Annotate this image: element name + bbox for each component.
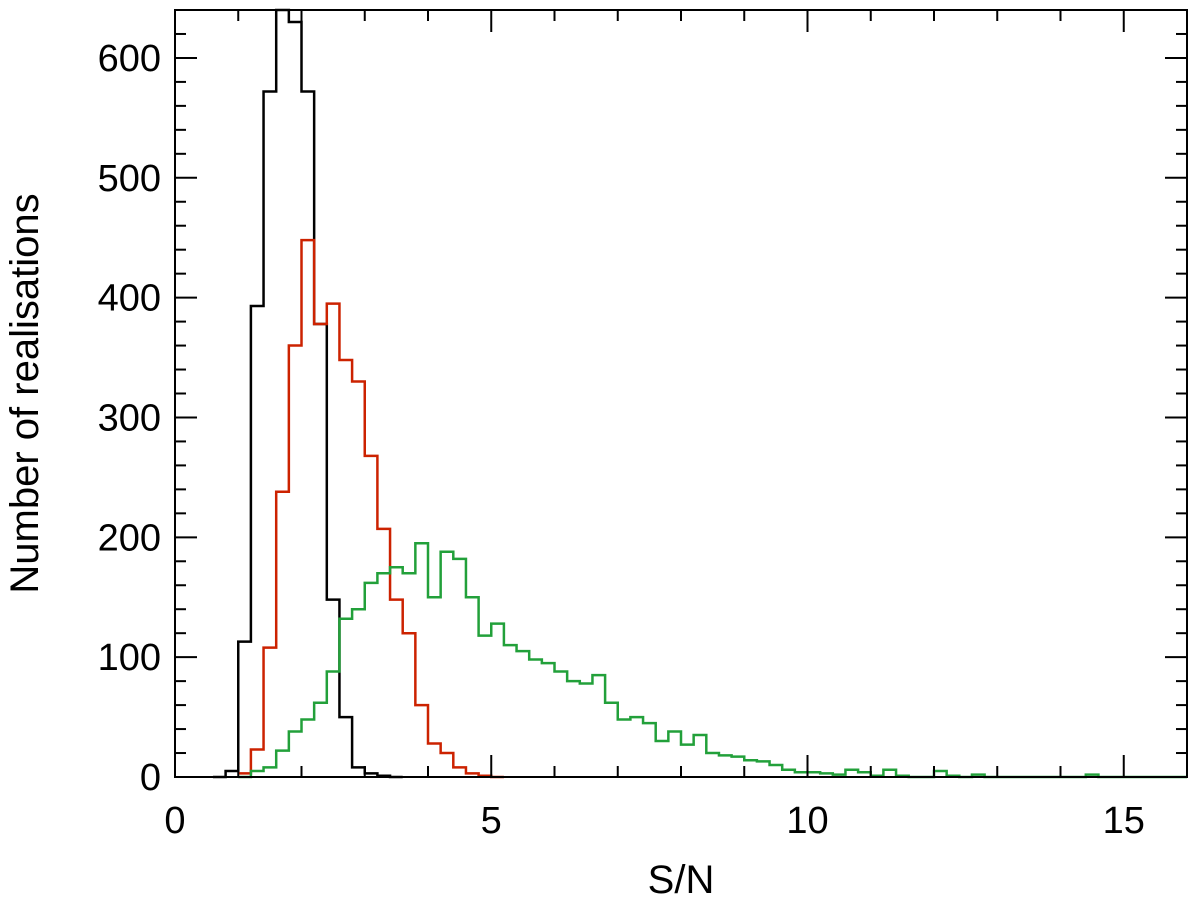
y-tick-label: 300 [98,397,161,439]
y-tick-label: 400 [98,278,161,320]
x-axis-title: S/N [648,858,715,902]
histogram-series-1 [212,8,403,779]
y-axis-title: Number of realisations [3,193,47,593]
series-layer [212,8,1187,779]
histogram-series-2 [238,238,504,779]
y-tick-label: 500 [98,158,161,200]
histogram-series-3 [238,542,1187,779]
plot-frame [174,9,1188,778]
x-tick-label: 0 [164,800,185,842]
y-tick-label: 0 [140,757,161,799]
labels-layer: 0 5 10 15 0 100 200 300 400 500 600 [98,38,1145,842]
x-tick-label: 10 [786,800,828,842]
y-tick-label: 100 [98,637,161,679]
x-tick-label: 15 [1103,800,1145,842]
ticks-layer [174,9,1188,778]
y-tick-label: 200 [98,517,161,559]
y-tick-label: 600 [98,38,161,80]
x-tick-label: 5 [481,800,502,842]
